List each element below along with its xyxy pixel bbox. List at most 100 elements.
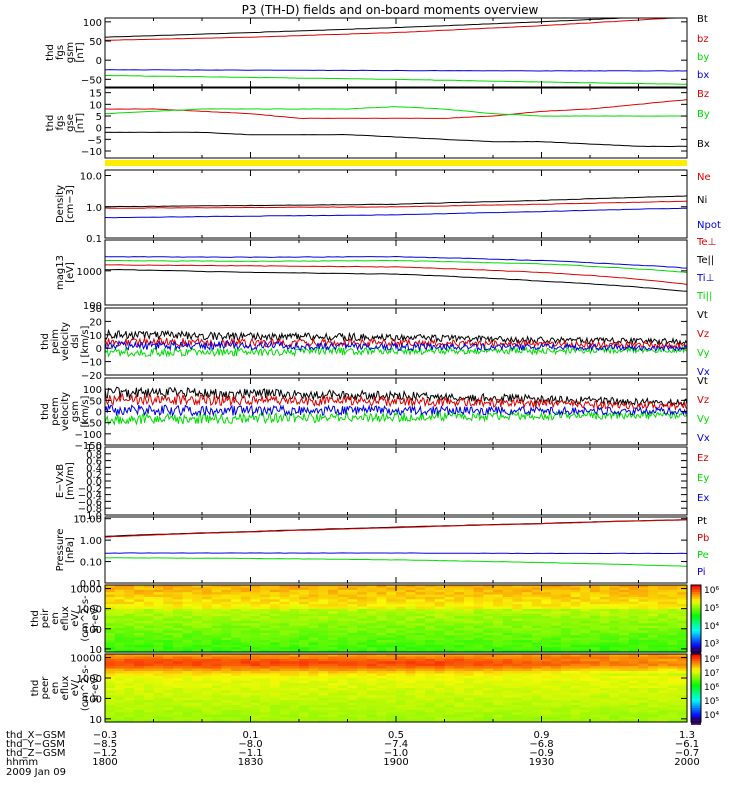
heatmap-cell — [231, 616, 242, 620]
series-line-perm_gsm-1 — [104, 392, 688, 411]
heatmap-cell — [250, 685, 261, 689]
legend-efield-0: Ez — [697, 453, 709, 464]
heatmap-cell — [357, 640, 368, 644]
y-axis-label: eflux — [60, 606, 71, 631]
heatmap-cell — [473, 611, 484, 615]
heatmap-cell — [289, 692, 300, 696]
heatmap-cell — [541, 678, 552, 682]
heatmap-cell — [638, 620, 649, 624]
heatmap-cell — [551, 678, 562, 682]
heatmap-cell — [172, 700, 184, 704]
heatmap-cell — [531, 649, 543, 653]
heatmap-cell — [473, 613, 484, 617]
heatmap-cell — [376, 719, 387, 723]
heatmap-cell — [221, 644, 232, 648]
heatmap-cell — [192, 654, 203, 658]
heatmap-cell — [522, 683, 533, 687]
heatmap-cell — [483, 709, 494, 713]
heatmap-cell — [599, 589, 610, 593]
heatmap-cell — [522, 700, 533, 704]
heatmap-cell — [221, 596, 232, 600]
heatmap-cell — [425, 678, 436, 682]
heatmap-cell — [463, 661, 475, 665]
heatmap-cell — [182, 654, 193, 658]
legend-efield-1: Ey — [697, 473, 709, 484]
heatmap-cell — [376, 656, 387, 660]
heatmap-cell — [366, 616, 378, 620]
series-line-temperature-1 — [105, 268, 688, 292]
heatmap-cell — [531, 666, 543, 670]
heatmap-cell — [628, 658, 640, 662]
orbit-value: −7.4 — [384, 739, 408, 750]
heatmap-cell — [250, 592, 261, 596]
heatmap-cell — [396, 647, 407, 651]
heatmap-cell — [657, 630, 669, 634]
heatmap-cell — [638, 630, 649, 634]
heatmap-cell — [192, 705, 203, 709]
heatmap-cell — [415, 620, 426, 624]
legend-fgs-3: bx — [697, 70, 709, 81]
heatmap-cell — [221, 632, 232, 636]
heatmap-cell — [590, 700, 601, 704]
heatmap-cell — [211, 632, 222, 636]
heatmap-cell — [202, 707, 213, 711]
heatmap-cell — [483, 608, 494, 612]
heatmap-cell — [570, 666, 581, 670]
heatmap-cell — [289, 637, 300, 641]
heatmap-cell — [580, 632, 591, 636]
heatmap-cell — [444, 661, 455, 665]
heatmap-cell — [143, 606, 155, 610]
heatmap-cell — [211, 654, 222, 658]
heatmap-cell — [434, 604, 446, 608]
heatmap-cell — [405, 608, 416, 612]
heatmap-cell — [318, 717, 329, 721]
heatmap-cell — [192, 717, 203, 721]
heatmap-cell — [531, 668, 543, 672]
heatmap-cell — [657, 673, 669, 677]
heatmap-cell — [279, 717, 290, 721]
heatmap-cell — [211, 623, 222, 627]
heatmap-cell — [677, 599, 688, 603]
heatmap-cell — [105, 705, 116, 709]
heatmap-cell — [473, 675, 484, 679]
heatmap-cell — [221, 712, 232, 716]
heatmap-cell — [308, 628, 319, 632]
heatmap-cell — [182, 611, 193, 615]
heatmap-cell — [531, 658, 543, 662]
heatmap-cell — [609, 675, 620, 679]
heatmap-cell — [299, 675, 310, 679]
heatmap-cell — [493, 685, 504, 689]
heatmap-cell — [279, 654, 290, 658]
heatmap-cell — [221, 654, 232, 658]
heatmap-cell — [599, 628, 610, 632]
heatmap-cell — [153, 690, 164, 694]
heatmap-cell — [677, 628, 688, 632]
heatmap-cell — [172, 695, 184, 699]
heatmap-cell — [328, 656, 339, 660]
heatmap-cell — [454, 613, 465, 617]
colorbar-swatch — [691, 710, 701, 714]
heatmap-cell — [182, 637, 193, 641]
heatmap-cell — [211, 640, 222, 644]
heatmap-cell — [493, 714, 504, 718]
heatmap-cell — [240, 649, 252, 653]
heatmap-cell — [134, 637, 145, 641]
heatmap-cell — [260, 613, 271, 617]
heatmap-cell — [192, 702, 203, 706]
heatmap-cell — [143, 695, 155, 699]
heatmap-cell — [153, 640, 164, 644]
heatmap-cell — [648, 658, 659, 662]
heatmap-cell — [279, 700, 290, 704]
heatmap-cell — [483, 678, 494, 682]
heatmap-cell — [628, 680, 640, 684]
heatmap-cell — [599, 618, 610, 622]
heatmap-cell — [667, 661, 678, 665]
heatmap-cell — [279, 649, 290, 653]
heatmap-cell — [619, 592, 630, 596]
heatmap-cell — [415, 637, 426, 641]
heatmap-cell — [318, 680, 329, 684]
heatmap-cell — [541, 719, 552, 723]
y-axis-label: E−VxB — [55, 464, 66, 498]
heatmap-cell — [531, 628, 543, 632]
heatmap-cell — [628, 707, 640, 711]
